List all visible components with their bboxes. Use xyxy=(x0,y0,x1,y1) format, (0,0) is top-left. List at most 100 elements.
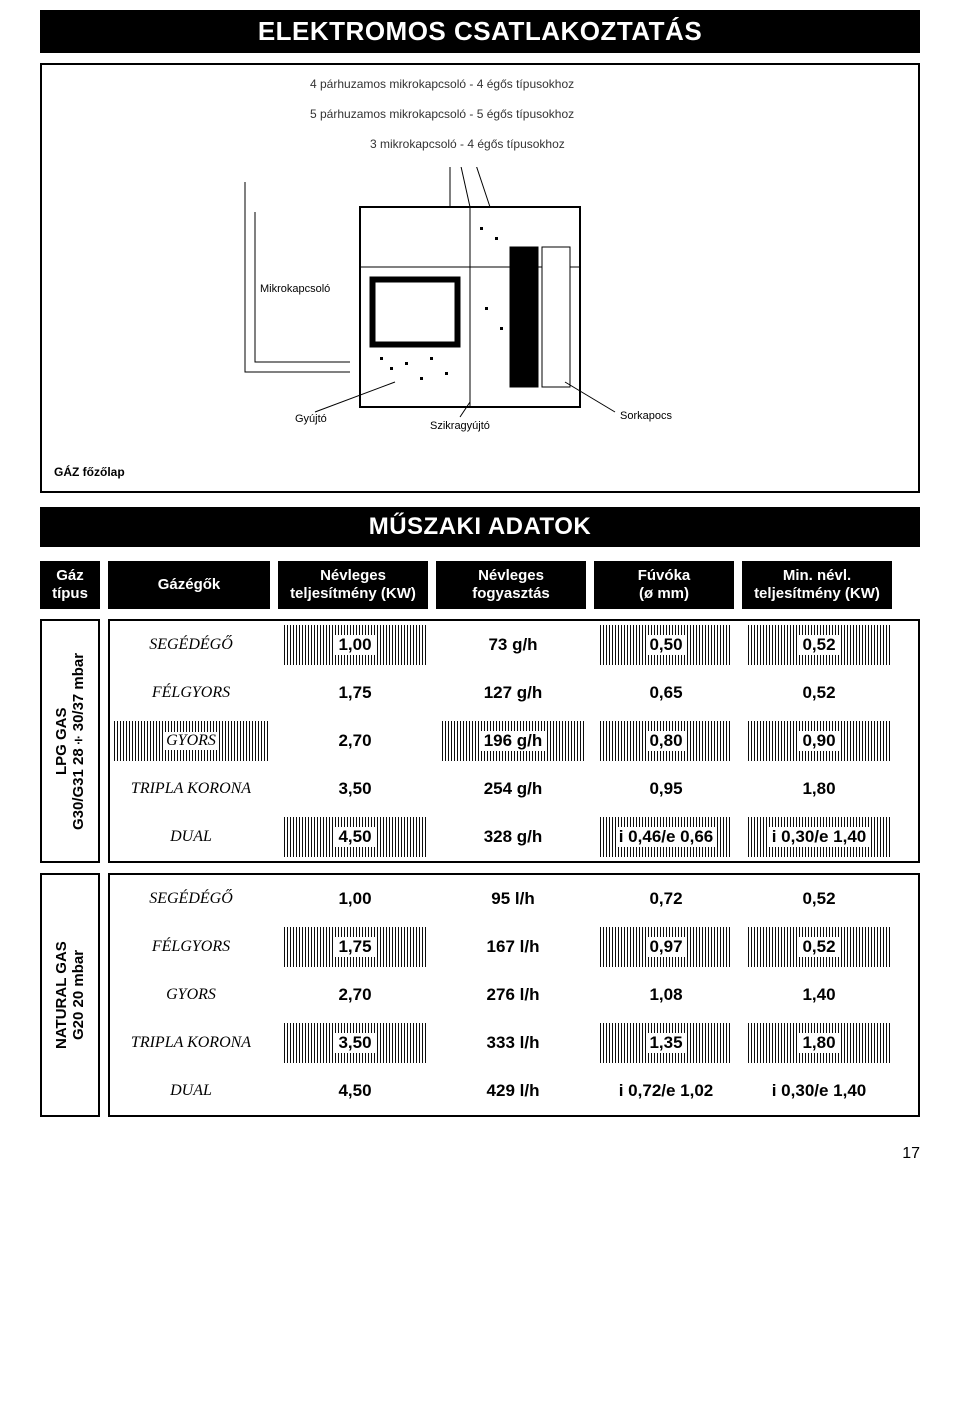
header-min-rated: Min. névl. teljesítmény (KW) xyxy=(742,561,892,609)
label-spark-igniter: Szikragyújtó xyxy=(430,420,490,432)
burner-name-cell: GYORS xyxy=(110,971,272,1019)
label-terminal: Sorkapocs xyxy=(620,410,672,422)
burner-name-cell: TRIPLA KORONA xyxy=(110,765,272,813)
value-cell: i 0,46/e 0,66 xyxy=(596,813,736,861)
burner-name-cell: DUAL xyxy=(110,813,272,861)
cell-value: FÉLGYORS xyxy=(149,684,233,702)
value-cell: i 0,30/e 1,40 xyxy=(744,813,894,861)
rows-holder: SEGÉDÉGŐ1,0073 g/h0,500,52FÉLGYORS1,7512… xyxy=(108,619,920,863)
cell-value: i 0,46/e 0,66 xyxy=(616,827,717,847)
value-cell: 1,75 xyxy=(280,923,430,971)
burner-name-cell: DUAL xyxy=(110,1067,272,1115)
rows-holder: SEGÉDÉGŐ1,0095 l/h0,720,52FÉLGYORS1,7516… xyxy=(108,873,920,1117)
cell-value: 0,52 xyxy=(799,889,838,909)
header-rated-power: Névleges teljesítmény (KW) xyxy=(278,561,428,609)
cell-value: GYORS xyxy=(163,986,219,1004)
wiring-diagram-box: 4 párhuzamos mikrokapcsoló - 4 égős típu… xyxy=(40,63,920,493)
burner-name-cell: TRIPLA KORONA xyxy=(110,1019,272,1067)
value-cell: 1,08 xyxy=(596,971,736,1019)
cell-value: 167 l/h xyxy=(484,937,543,957)
wiring-schematic: Mikrokapcsoló Gyújtó Szikragyújtó Sorkap… xyxy=(220,167,740,447)
table-row: TRIPLA KORONA 3,50 333 l/h 1,35 1,80 xyxy=(110,1019,918,1067)
value-cell: 1,75 xyxy=(280,669,430,717)
gas-type-side-label: NATURAL GASG20 20 mbar xyxy=(40,873,100,1117)
table-row: GYORS2,70276 l/h1,081,40 xyxy=(110,971,918,1019)
cell-value: FÉLGYORS xyxy=(149,938,233,956)
header-nozzle: Fúvóka (ø mm) xyxy=(594,561,734,609)
cell-value: 2,70 xyxy=(335,731,374,751)
table-row: FÉLGYORS1,75127 g/h0,650,52 xyxy=(110,669,918,717)
table-row: DUAL 4,50 328 g/h i 0,46/e 0,66 i 0,30/e 1,4… xyxy=(110,813,918,861)
cell-value: 3,50 xyxy=(335,779,374,799)
table-row: TRIPLA KORONA 3,50 254 g/h 0,95 1,80 xyxy=(110,765,918,813)
table-row: DUAL 4,50 429 l/h i 0,72/e 1,02 i 0,30/e 1,4… xyxy=(110,1067,918,1115)
value-cell: 4,50 xyxy=(280,813,430,861)
value-cell: 4,50 xyxy=(280,1067,430,1115)
cell-value: GYORS xyxy=(163,732,219,750)
cell-value: 1,80 xyxy=(799,779,838,799)
value-cell: 0,72 xyxy=(596,875,736,923)
value-cell: 3,50 xyxy=(280,1019,430,1067)
cell-value: 1,08 xyxy=(646,985,685,1005)
value-cell: i 0,72/e 1,02 xyxy=(596,1067,736,1115)
burner-name-cell: FÉLGYORS xyxy=(110,669,272,717)
cell-value: 0,52 xyxy=(799,937,838,957)
value-cell: 0,50 xyxy=(596,621,736,669)
header-gas-type: Gáz típus xyxy=(40,561,100,609)
cell-value: i 0,30/e 1,40 xyxy=(769,827,870,847)
cell-value: 1,35 xyxy=(646,1033,685,1053)
cell-value: SEGÉDÉGŐ xyxy=(146,890,236,908)
cell-value: 0,52 xyxy=(799,683,838,703)
cell-value: 429 l/h xyxy=(484,1081,543,1101)
label-igniter: Gyújtó xyxy=(295,413,327,425)
data-block: NATURAL GASG20 20 mbarSEGÉDÉGŐ1,0095 l/h… xyxy=(40,873,920,1117)
cell-value: i 0,72/e 1,02 xyxy=(616,1081,717,1101)
cell-value: i 0,30/e 1,40 xyxy=(769,1081,870,1101)
table-row: GYORS 2,70 196 g/h 0,80 0,90 xyxy=(110,717,918,765)
value-cell: 1,35 xyxy=(596,1019,736,1067)
diagram-left-label: GÁZ főzőlap xyxy=(54,465,125,479)
burner-name-cell: SEGÉDÉGŐ xyxy=(110,621,272,669)
value-cell: 0,52 xyxy=(744,669,894,717)
data-blocks-container: LPG GASG30/G31 28÷30/37 mbarSEGÉDÉGŐ1,00… xyxy=(40,619,920,1117)
cell-value: 2,70 xyxy=(335,985,374,1005)
gas-type-side-label: LPG GASG30/G31 28÷30/37 mbar xyxy=(40,619,100,863)
value-cell: 2,70 xyxy=(280,717,430,765)
value-cell: 0,52 xyxy=(744,621,894,669)
cell-value: 0,50 xyxy=(646,635,685,655)
value-cell: 1,80 xyxy=(744,765,894,813)
page-number: 17 xyxy=(40,1145,920,1163)
cell-value: 3,50 xyxy=(335,1033,374,1053)
cell-value: 0,80 xyxy=(646,731,685,751)
cell-value: TRIPLA KORONA xyxy=(128,780,254,798)
table-row: SEGÉDÉGŐ1,0073 g/h0,500,52 xyxy=(110,621,918,669)
value-cell: 429 l/h xyxy=(438,1067,588,1115)
cell-value: 0,97 xyxy=(646,937,685,957)
value-cell: 167 l/h xyxy=(438,923,588,971)
cell-value: 1,80 xyxy=(799,1033,838,1053)
value-cell: 0,90 xyxy=(744,717,894,765)
header-burners: Gázégők xyxy=(108,561,270,609)
cell-value: 0,72 xyxy=(646,889,685,909)
cell-value: 73 g/h xyxy=(485,635,540,655)
tech-data-title: MŰSZAKI ADATOK xyxy=(369,513,592,540)
cell-value: 4,50 xyxy=(335,827,374,847)
label-microswitch: Mikrokapcsoló xyxy=(260,283,330,295)
cell-value: 333 l/h xyxy=(484,1033,543,1053)
cell-value: 4,50 xyxy=(335,1081,374,1101)
cell-value: 328 g/h xyxy=(481,827,546,847)
table-row: SEGÉDÉGŐ1,0095 l/h0,720,52 xyxy=(110,875,918,923)
burner-name-cell: GYORS xyxy=(110,717,272,765)
value-cell: 1,40 xyxy=(744,971,894,1019)
value-cell: 0,52 xyxy=(744,923,894,971)
value-cell: 254 g/h xyxy=(438,765,588,813)
cell-value: DUAL xyxy=(167,828,215,846)
cell-value: 196 g/h xyxy=(481,731,546,751)
cell-value: 0,95 xyxy=(646,779,685,799)
value-cell: 0,97 xyxy=(596,923,736,971)
cell-value: 127 g/h xyxy=(481,683,546,703)
value-cell: 196 g/h xyxy=(438,717,588,765)
value-cell: 333 l/h xyxy=(438,1019,588,1067)
label-micro4: 4 párhuzamos mikrokapcsoló - 4 égős típu… xyxy=(310,77,574,91)
table-row: FÉLGYORS 1,75 167 l/h 0,97 0,52 xyxy=(110,923,918,971)
